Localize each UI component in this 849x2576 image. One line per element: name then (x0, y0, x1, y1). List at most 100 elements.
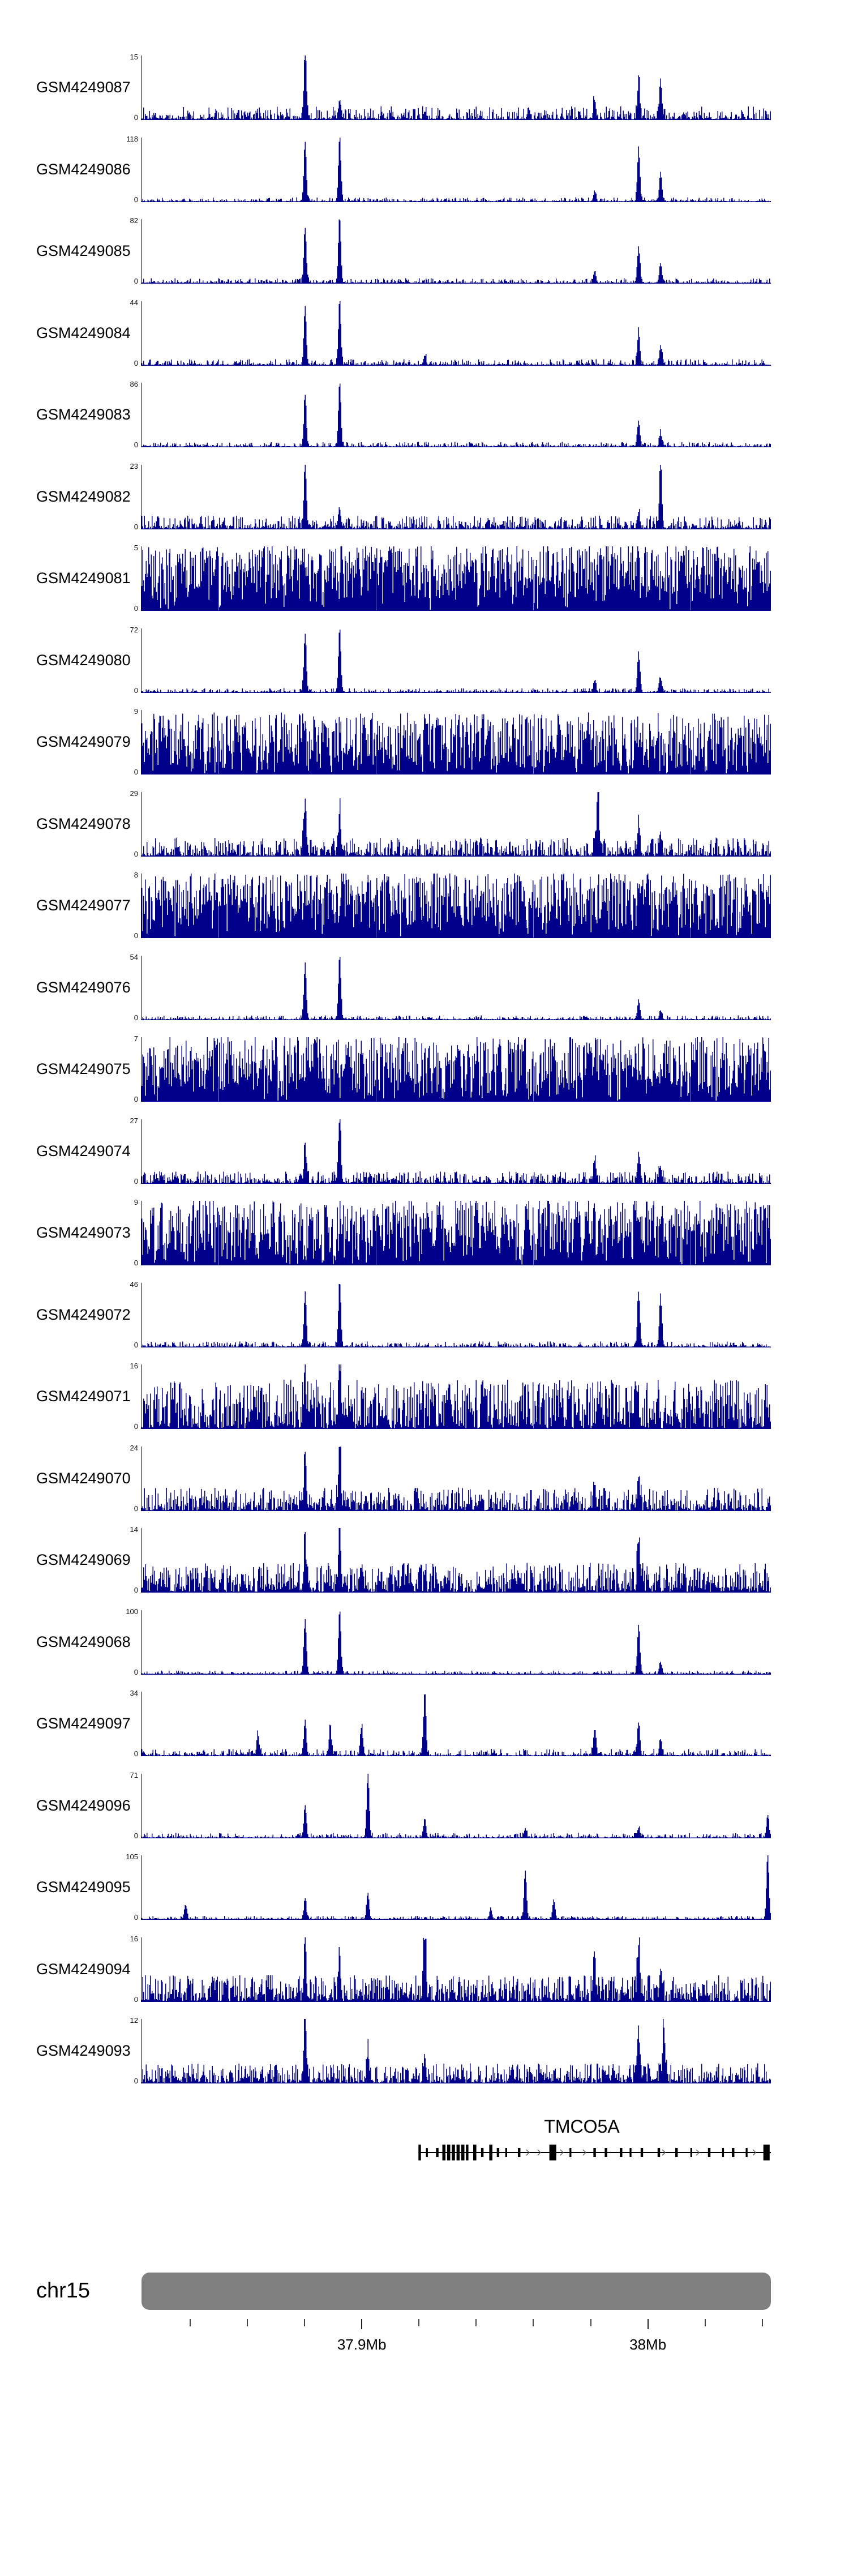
track-sample-label: GSM4249096 (36, 1796, 131, 1814)
signal-track-row: GSM4249068 100 0 (0, 1607, 849, 1689)
coverage-signal (142, 1855, 771, 1920)
y-zero-label: 0 (134, 1013, 138, 1022)
track-sample-label: GSM4249085 (36, 242, 131, 259)
y-axis-line (141, 1855, 142, 1920)
coverage-plot: 14 0 (130, 1526, 771, 1594)
coverage-signal (142, 137, 771, 202)
track-sample-label: GSM4249087 (36, 79, 131, 96)
coverage-plot: 46 0 (130, 1281, 771, 1349)
y-axis-line (141, 464, 142, 529)
y-axis-line (141, 955, 142, 1020)
axis-minor-tick (590, 2319, 591, 2326)
y-zero-label: 0 (134, 931, 138, 940)
y-zero-label: 0 (134, 1259, 138, 1267)
axis-tick-label: 38Mb (629, 2336, 667, 2353)
y-max-label: 14 (130, 1525, 138, 1534)
track-sample-label: GSM4249093 (36, 2042, 131, 2059)
y-max-label: 7 (134, 1034, 138, 1043)
signal-track-row: GSM4249094 16 0 (0, 1934, 849, 2016)
y-axis-line (141, 1201, 142, 1265)
coverage-plot: 23 0 (130, 463, 771, 530)
y-zero-label: 0 (134, 686, 138, 695)
y-max-label: 9 (134, 1198, 138, 1206)
signal-track-row: GSM4249069 14 0 (0, 1525, 849, 1607)
signal-track-row: GSM4249074 27 0 (0, 1116, 849, 1198)
gene-name-label: TMCO5A (544, 2116, 620, 2137)
y-zero-label: 0 (134, 440, 138, 449)
y-axis-line (141, 874, 142, 938)
y-axis-line (141, 383, 142, 447)
track-sample-label: GSM4249074 (36, 1142, 131, 1159)
coverage-plot: 34 0 (130, 1689, 771, 1757)
signal-track-row: GSM4249093 12 0 (0, 2016, 849, 2098)
coverage-tracks-panel: GSM4249087 15 0 GSM4249086 118 0 GSM4249085 82 0… (0, 52, 849, 2098)
coverage-signal (142, 1694, 771, 1756)
y-max-label: 16 (130, 1934, 138, 1943)
signal-track-row: GSM4249080 72 0 (0, 625, 849, 707)
y-axis-line (141, 1528, 142, 1593)
y-zero-label: 0 (134, 1176, 138, 1186)
y-zero-label: 0 (134, 195, 138, 204)
coverage-signal (142, 1283, 771, 1347)
y-axis-line (141, 2019, 142, 2083)
y-zero-label: 0 (134, 768, 138, 776)
track-sample-label: GSM4249070 (36, 1469, 131, 1487)
y-axis-line (141, 301, 142, 366)
coverage-signal (142, 1611, 771, 1675)
coverage-plot: 54 0 (130, 953, 771, 1021)
y-axis-line (141, 1692, 142, 1756)
y-max-label: 82 (130, 216, 138, 225)
y-axis-line (141, 791, 142, 857)
coverage-plot: 71 0 (130, 1771, 771, 1839)
y-max-label: 71 (130, 1770, 138, 1779)
y-max-label: 5 (134, 544, 138, 552)
axis-minor-tick (704, 2319, 706, 2326)
track-sample-label: GSM4249075 (36, 1060, 131, 1077)
coverage-plot: 24 0 (130, 1444, 771, 1512)
y-max-label: 44 (130, 298, 138, 307)
coverage-signal (142, 2019, 771, 2083)
coverage-plot: 29 0 (130, 790, 771, 858)
signal-track-row: GSM4249071 16 0 (0, 1361, 849, 1443)
axis-tick-label: 37.9Mb (337, 2336, 387, 2353)
y-axis-line (141, 1610, 142, 1675)
y-max-label: 8 (134, 871, 138, 879)
signal-track-row: GSM4249078 29 0 (0, 789, 849, 871)
track-sample-label: GSM4249080 (36, 651, 131, 669)
y-zero-label: 0 (134, 1340, 138, 1349)
signal-track-row: GSM4249096 71 0 (0, 1770, 849, 1852)
track-sample-label: GSM4249081 (36, 570, 131, 587)
y-axis-line (141, 628, 142, 693)
coverage-plot: 44 0 (130, 299, 771, 367)
signal-track-row: GSM4249070 24 0 (0, 1443, 849, 1525)
y-max-label: 9 (134, 707, 138, 716)
coverage-plot: 105 0 (126, 1853, 771, 1921)
axis-minor-tick (475, 2319, 477, 2326)
track-sample-label: GSM4249079 (36, 733, 131, 750)
y-max-label: 34 (130, 1689, 138, 1697)
coverage-signal (142, 712, 771, 774)
coverage-plot: 15 0 (130, 53, 771, 121)
coverage-plot: 12 0 (130, 2017, 771, 2085)
y-max-label: 86 (130, 380, 138, 388)
chromosome-label: chr15 (36, 2279, 91, 2303)
track-sample-label: GSM4249084 (36, 324, 131, 341)
y-zero-label: 0 (134, 358, 138, 367)
track-sample-label: GSM4249097 (36, 1715, 131, 1732)
y-max-label: 16 (130, 1362, 138, 1370)
y-zero-label: 0 (134, 604, 138, 613)
y-zero-label: 0 (134, 1913, 138, 1922)
track-sample-label: GSM4249094 (36, 1960, 131, 1978)
coverage-signal (142, 1364, 771, 1429)
signal-track-row: GSM4249082 23 0 (0, 461, 849, 544)
y-zero-label: 0 (134, 2077, 138, 2085)
y-max-label: 23 (130, 461, 138, 470)
y-axis-line (141, 1446, 142, 1511)
signal-track-row: GSM4249076 54 0 (0, 952, 849, 1034)
y-zero-label: 0 (134, 1586, 138, 1594)
